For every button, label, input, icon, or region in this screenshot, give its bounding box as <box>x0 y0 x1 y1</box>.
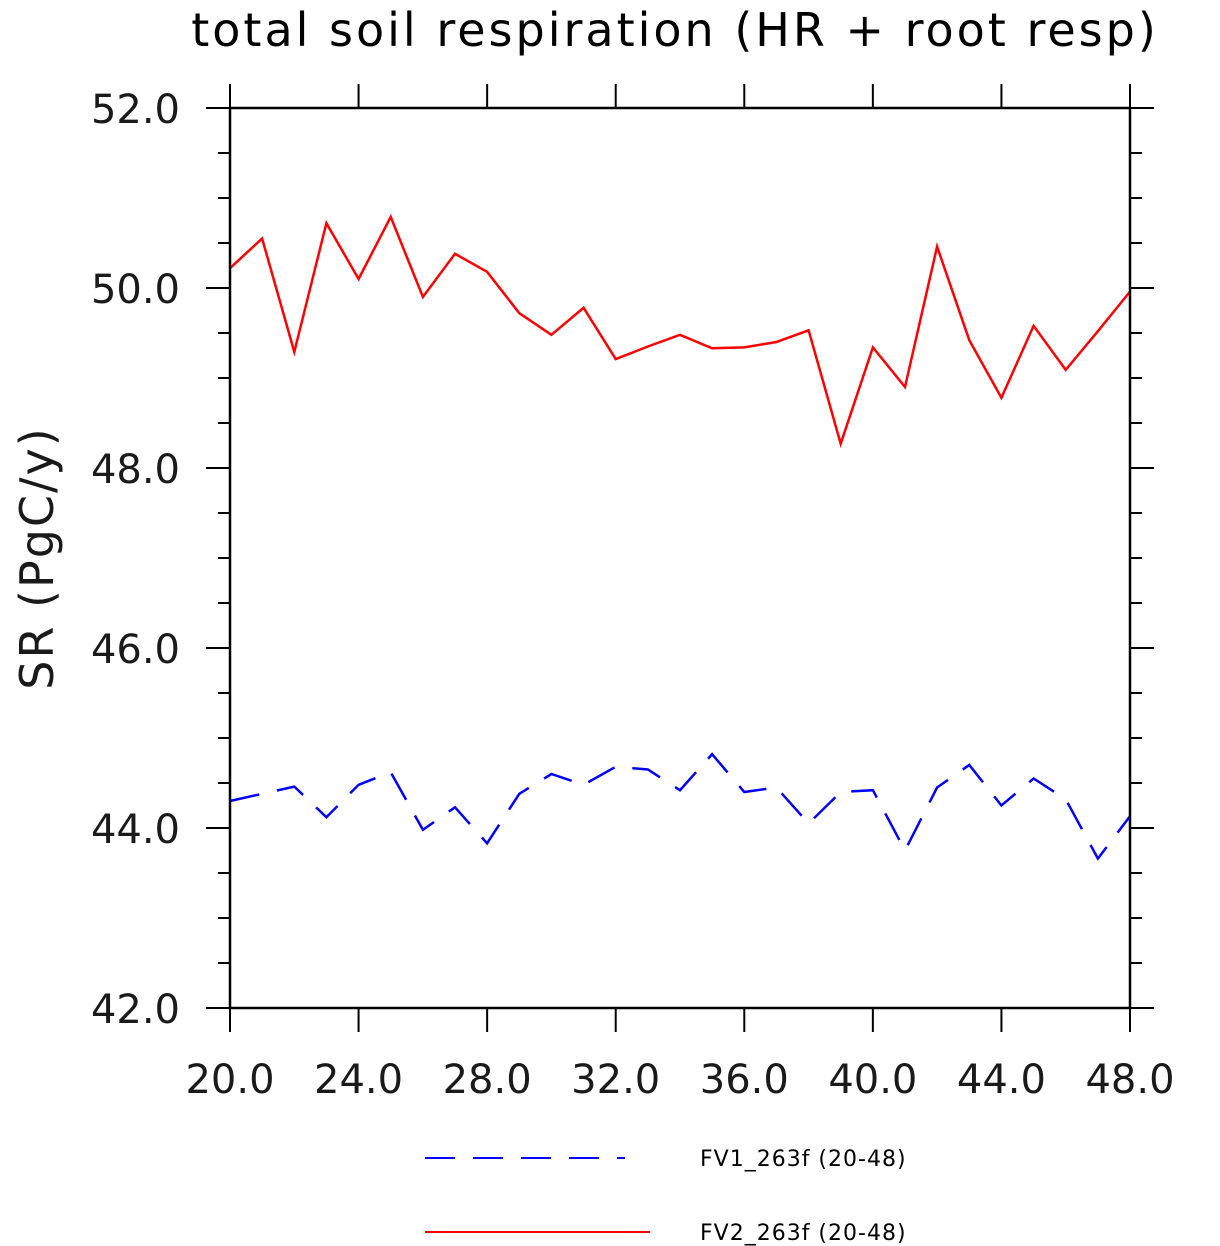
series-2-point <box>455 253 456 254</box>
series-2-point <box>487 271 488 272</box>
series-1-point <box>744 792 745 793</box>
series-1-point <box>487 843 488 844</box>
series-2-point <box>422 297 423 298</box>
series-2-point <box>776 342 777 343</box>
y-tick-labels: 42.0 44.0 46.0 48.0 50.0 52.0 <box>91 87 180 1033</box>
legend-label-series-2: FV2_263f (20-48) <box>700 1221 907 1246</box>
series-1-point <box>422 829 423 830</box>
series-2-point <box>744 347 745 348</box>
series-2-point <box>872 347 873 348</box>
series-2-point <box>294 351 295 352</box>
series-1-point <box>455 807 456 808</box>
series-line-1 <box>229 752 1131 861</box>
series-1-point <box>937 787 938 788</box>
series-2-point <box>262 238 263 239</box>
x-tick-label: 40.0 <box>828 1057 917 1103</box>
series-2-point <box>1001 397 1002 398</box>
series-2-point <box>1097 331 1098 332</box>
series-1-point <box>1065 799 1066 800</box>
y-tick-label: 42.0 <box>91 987 180 1033</box>
series-2-point <box>326 223 327 224</box>
x-tick-label: 32.0 <box>571 1057 660 1103</box>
y-tick-label: 48.0 <box>91 447 180 493</box>
y-tick-label: 44.0 <box>91 807 180 853</box>
x-tick-label: 24.0 <box>314 1057 403 1103</box>
series-1-point <box>776 787 777 788</box>
series-2-point <box>1065 369 1066 370</box>
series-2-point <box>519 313 520 314</box>
series-1-point <box>647 769 648 770</box>
series-2-point <box>647 346 648 347</box>
x-tick-label: 28.0 <box>443 1057 532 1103</box>
x-tick-label: 48.0 <box>1085 1057 1174 1103</box>
series-1-point <box>1097 858 1098 859</box>
series-2-point <box>937 246 938 247</box>
y-tick-label: 46.0 <box>91 627 180 673</box>
x-tick-label: 36.0 <box>700 1057 789 1103</box>
series-1-point <box>872 790 873 791</box>
series-1-point <box>905 850 906 851</box>
series-1-point <box>680 790 681 791</box>
series-1-point <box>808 823 809 824</box>
series-1-point <box>1001 805 1002 806</box>
series-line-2 <box>229 213 1131 448</box>
series-1-point <box>840 792 841 793</box>
y-axis-label: SR (PgC/y) <box>10 426 64 689</box>
series-2-point <box>358 279 359 280</box>
series-2-point <box>583 307 584 308</box>
series-1-point <box>358 784 359 785</box>
legend-label-series-1: FV1_263f (20-48) <box>700 1147 907 1172</box>
series-2-point <box>615 359 616 360</box>
series-2-point <box>808 330 809 331</box>
series-2-point <box>969 340 970 341</box>
series-1-point <box>583 784 584 785</box>
series-1-point <box>615 766 616 767</box>
series-2-point <box>712 348 713 349</box>
x-tick-labels: 20.0 24.0 28.0 32.0 36.0 40.0 44.0 48.0 <box>185 1057 1174 1103</box>
series-1-point <box>262 793 263 794</box>
legend: FV1_263f (20-48) FV2_263f (20-48) <box>425 1147 907 1246</box>
series-2-point <box>1033 325 1034 326</box>
series-2-point <box>905 387 906 388</box>
series-1-point <box>294 786 295 787</box>
axis-ticks <box>206 84 1154 1032</box>
series-1-point <box>326 817 327 818</box>
series-2-point <box>840 443 841 444</box>
series-1-point <box>390 772 391 773</box>
series-2-point <box>680 334 681 335</box>
series-2-point <box>551 334 552 335</box>
y-tick-label: 52.0 <box>91 87 180 133</box>
series-1-point <box>969 765 970 766</box>
series-1-point <box>519 793 520 794</box>
series-1-point <box>1033 778 1034 779</box>
series-layer <box>229 213 1131 861</box>
series-1-point <box>712 754 713 755</box>
plot-frame <box>228 106 1132 1010</box>
x-tick-label: 44.0 <box>957 1057 1046 1103</box>
chart-title: total soil respiration (HR + root resp) <box>191 3 1159 57</box>
y-tick-label: 50.0 <box>91 267 180 313</box>
x-tick-label: 20.0 <box>185 1057 274 1103</box>
series-2-point <box>390 216 391 217</box>
series-1-point <box>551 774 552 775</box>
